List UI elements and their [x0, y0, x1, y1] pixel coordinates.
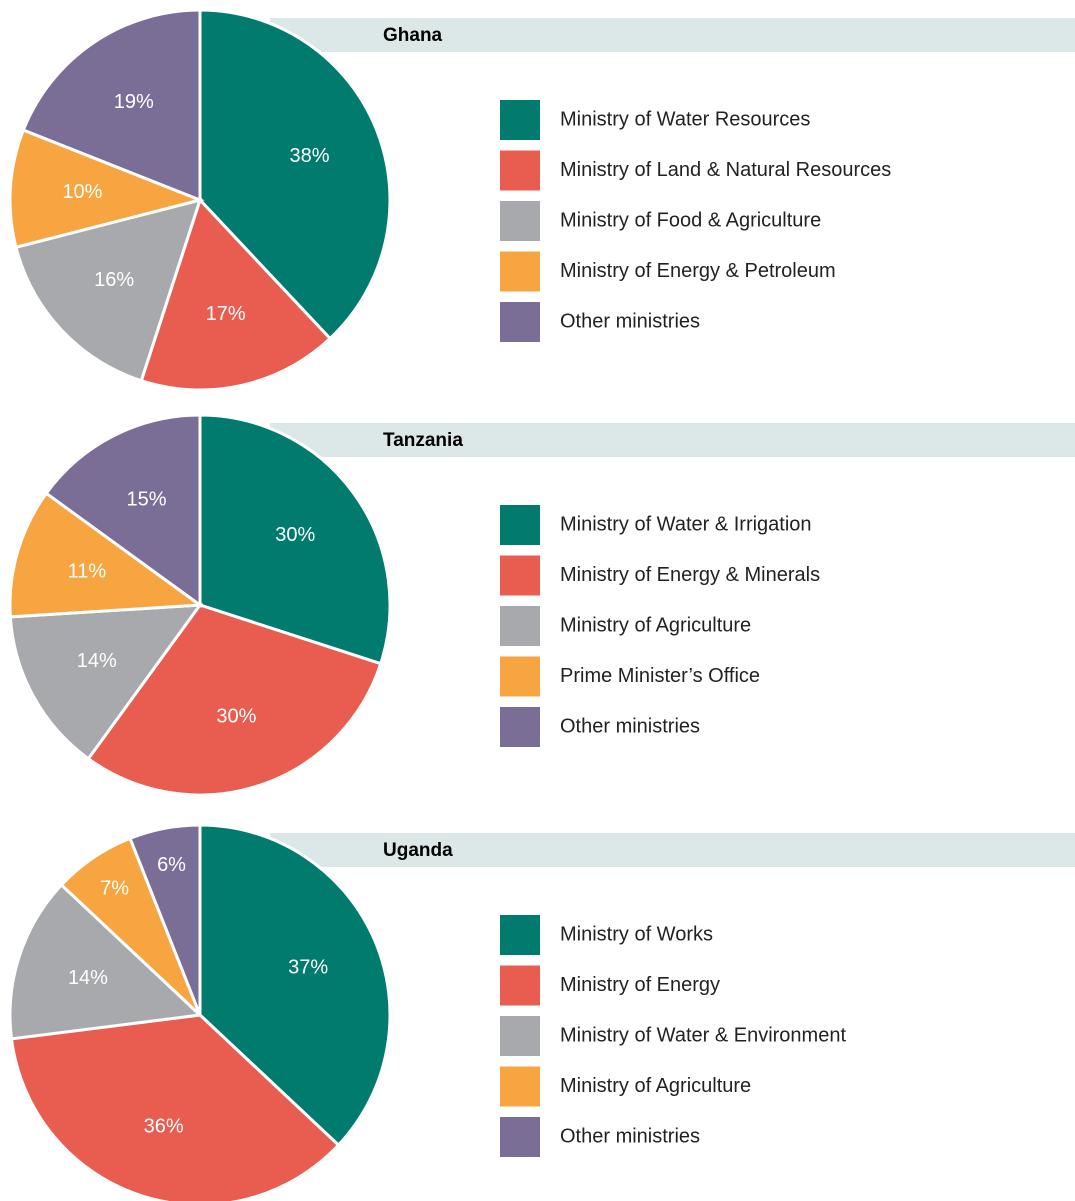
legend-swatch	[500, 656, 540, 697]
legend-label: Prime Minister’s Office	[560, 665, 760, 687]
legend-swatch	[500, 302, 540, 342]
value-label: 15%	[127, 488, 167, 510]
value-label: 37%	[288, 956, 328, 978]
chart-title: Ghana	[383, 25, 443, 46]
value-label: 14%	[68, 967, 108, 989]
legend-swatch	[500, 251, 540, 292]
legend-label: Other ministries	[560, 310, 700, 332]
legend-label: Ministry of Water & Irrigation	[560, 513, 812, 535]
legend-label: Other ministries	[560, 1125, 700, 1147]
pie-slice	[128, 823, 202, 1016]
value-label: 38%	[290, 145, 330, 167]
title-band	[270, 18, 1075, 52]
pie-slice	[8, 491, 205, 619]
legend-swatch	[500, 1117, 540, 1157]
title-band	[270, 833, 1075, 867]
legend-label: Ministry of Land & Natural Resources	[560, 159, 891, 181]
legend-swatch	[500, 100, 540, 140]
value-label: 16%	[94, 269, 134, 291]
pie-slice	[14, 197, 203, 383]
legend-swatch	[500, 1066, 540, 1107]
pie-slice	[44, 413, 202, 608]
value-label: 30%	[216, 705, 256, 727]
pie-slice	[21, 8, 202, 203]
title-band	[270, 423, 1075, 457]
legend-label: Ministry of Agriculture	[560, 614, 751, 636]
pie-slice	[198, 823, 392, 1148]
value-label: 30%	[275, 524, 315, 546]
pie-slice	[198, 8, 392, 341]
pie-slice	[198, 413, 392, 666]
value-label: 36%	[144, 1115, 184, 1137]
value-label: 7%	[100, 878, 129, 900]
pie-slice	[8, 603, 204, 761]
legend-label: Ministry of Energy & Petroleum	[560, 260, 836, 282]
pie-slice	[139, 197, 333, 392]
legend-label: Ministry of Energy & Minerals	[560, 564, 820, 586]
chart-title: Uganda	[383, 840, 453, 861]
value-label: 19%	[114, 91, 154, 113]
value-label: 11%	[68, 560, 107, 582]
legend-swatch	[500, 505, 540, 545]
legend-label: Other ministries	[560, 715, 700, 737]
legend-swatch	[500, 150, 540, 191]
legend-label: Ministry of Water Resources	[560, 108, 810, 130]
legend-label: Ministry of Agriculture	[560, 1075, 751, 1097]
legend-label: Ministry of Water & Environment	[560, 1024, 846, 1046]
legend-label: Ministry of Food & Agriculture	[560, 209, 821, 231]
legend-swatch	[500, 606, 540, 646]
value-label: 10%	[62, 181, 102, 203]
legend-swatch	[500, 201, 540, 241]
legend-label: Ministry of Works	[560, 923, 713, 945]
pie-slice	[9, 1013, 341, 1201]
pie-slice	[8, 128, 205, 250]
chart-title: Tanzania	[383, 430, 463, 451]
value-label: 6%	[157, 854, 186, 876]
legend-swatch	[500, 965, 540, 1006]
legend-swatch	[500, 1016, 540, 1056]
pie-slice	[8, 882, 204, 1041]
pie-slice	[86, 603, 383, 797]
value-label: 14%	[77, 650, 117, 672]
value-label: 17%	[206, 303, 246, 325]
legend-swatch	[500, 707, 540, 747]
legend-swatch	[500, 915, 540, 955]
legend-label: Ministry of Energy	[560, 974, 720, 996]
legend-swatch	[500, 555, 540, 596]
